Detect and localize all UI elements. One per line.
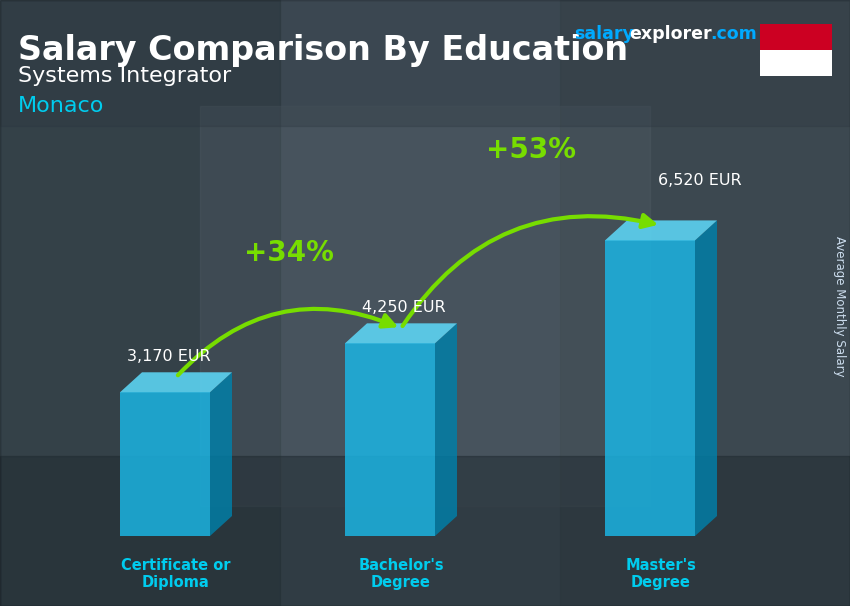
Bar xyxy=(760,50,832,76)
Polygon shape xyxy=(210,372,232,536)
Bar xyxy=(345,344,435,536)
Bar xyxy=(120,392,210,536)
Text: .com: .com xyxy=(710,25,756,43)
Text: +34%: +34% xyxy=(244,239,333,267)
Bar xyxy=(200,106,650,506)
Text: Average Monthly Salary: Average Monthly Salary xyxy=(834,236,847,376)
Bar xyxy=(605,241,695,536)
Text: Bachelor's
Degree: Bachelor's Degree xyxy=(358,558,444,590)
Polygon shape xyxy=(120,372,232,392)
Text: 3,170 EUR: 3,170 EUR xyxy=(127,349,211,364)
Bar xyxy=(760,24,832,50)
Text: Master's
Degree: Master's Degree xyxy=(626,558,696,590)
Text: Salary Comparison By Education: Salary Comparison By Education xyxy=(18,34,628,67)
Polygon shape xyxy=(345,324,457,344)
Text: Systems Integrator: Systems Integrator xyxy=(18,66,231,86)
Bar xyxy=(0,456,850,606)
Text: +53%: +53% xyxy=(486,136,576,164)
Text: Monaco: Monaco xyxy=(18,96,105,116)
Polygon shape xyxy=(605,221,717,241)
Text: salary: salary xyxy=(574,25,634,43)
Text: explorer: explorer xyxy=(629,25,711,43)
Bar xyxy=(0,0,850,126)
Text: 4,250 EUR: 4,250 EUR xyxy=(362,301,445,315)
Text: 6,520 EUR: 6,520 EUR xyxy=(658,173,741,188)
Polygon shape xyxy=(695,221,717,536)
Bar xyxy=(0,0,280,606)
Text: Certificate or
Diploma: Certificate or Diploma xyxy=(122,558,230,590)
Polygon shape xyxy=(435,324,457,536)
Bar xyxy=(560,0,850,606)
